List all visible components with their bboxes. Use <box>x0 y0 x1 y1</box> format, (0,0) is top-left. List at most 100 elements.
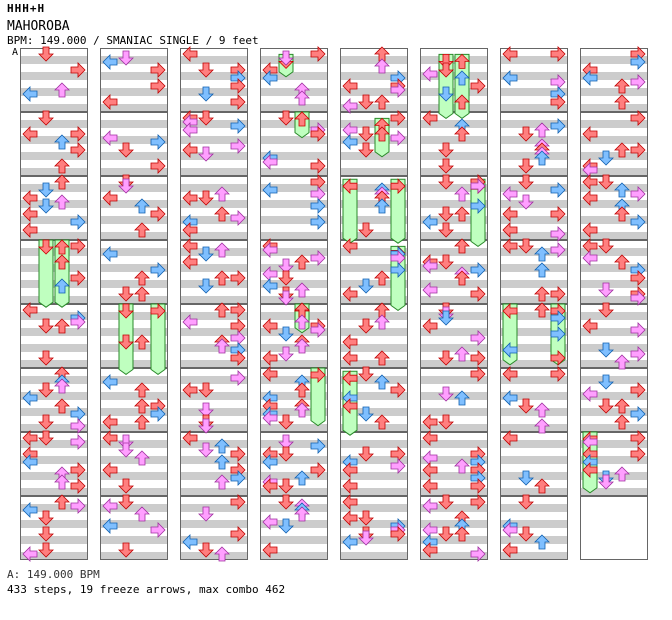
beat-stripe <box>260 504 328 512</box>
beat-stripe <box>180 168 248 176</box>
freeze-head-arrow <box>118 303 134 319</box>
quarter-note-arrow <box>438 62 454 78</box>
quarter-note-arrow <box>230 494 246 510</box>
beat-stripe <box>340 392 408 400</box>
quarter-note-arrow <box>438 174 454 190</box>
beat-stripe <box>20 552 88 560</box>
beat-stripe <box>260 168 328 176</box>
measure-box <box>20 432 88 496</box>
beat-stripe <box>420 264 488 272</box>
beat-stripe <box>340 104 408 112</box>
sixteenth-note-arrow <box>422 282 438 298</box>
sixteenth-note-arrow <box>598 474 614 490</box>
beat-stripe <box>180 328 248 336</box>
quarter-note-arrow <box>614 94 630 110</box>
quarter-note-arrow <box>102 414 118 430</box>
eighth-note-arrow <box>22 454 38 470</box>
beat-stripe <box>580 56 648 64</box>
quarter-note-arrow <box>182 238 198 254</box>
quarter-note-arrow <box>358 126 374 142</box>
beat-stripe <box>420 488 488 496</box>
quarter-note-arrow <box>534 302 550 318</box>
measure-box <box>260 432 328 496</box>
beat-stripe <box>340 232 408 240</box>
beat-stripe <box>340 328 408 336</box>
beat-stripe <box>260 296 328 304</box>
beat-stripe <box>260 392 328 400</box>
measure-box <box>180 496 248 560</box>
eighth-note-arrow <box>262 182 278 198</box>
beat-stripe <box>100 184 168 192</box>
sixteenth-note-arrow <box>614 466 630 482</box>
measure-box <box>20 112 88 176</box>
quarter-note-arrow <box>38 414 54 430</box>
quarter-note-arrow <box>230 78 246 94</box>
beat-stripe <box>500 456 568 464</box>
beat-stripe <box>500 72 568 80</box>
beat-stripe <box>340 152 408 160</box>
beat-stripe <box>420 168 488 176</box>
sixteenth-note-arrow <box>118 434 134 450</box>
beat-stripe <box>260 264 328 272</box>
beat-stripe <box>20 424 88 432</box>
quarter-note-arrow <box>278 446 294 462</box>
quarter-note-arrow <box>150 158 166 174</box>
beat-stripe <box>100 472 168 480</box>
beat-stripe <box>20 232 88 240</box>
beat-stripe <box>100 408 168 416</box>
beat-stripe <box>580 120 648 128</box>
sixteenth-note-arrow <box>630 290 646 306</box>
quarter-note-arrow <box>518 398 534 414</box>
quarter-note-arrow <box>422 462 438 478</box>
measure-box <box>500 48 568 112</box>
eighth-note-arrow <box>38 182 54 198</box>
beat-stripe <box>340 88 408 96</box>
quarter-note-arrow <box>262 478 278 494</box>
eighth-note-arrow <box>438 310 454 326</box>
quarter-note-arrow <box>598 238 614 254</box>
quarter-note-arrow <box>54 174 70 190</box>
quarter-note-arrow <box>614 414 630 430</box>
eighth-note-arrow <box>534 246 550 262</box>
beat-stripe <box>100 296 168 304</box>
beat-stripe <box>100 392 168 400</box>
beat-stripe <box>500 168 568 176</box>
quarter-note-arrow <box>230 446 246 462</box>
sixteenth-note-arrow <box>294 506 310 522</box>
beat-stripe <box>180 392 248 400</box>
beat-stripe <box>260 344 328 352</box>
beat-stripe <box>20 136 88 144</box>
quarter-note-arrow <box>230 302 246 318</box>
eighth-note-arrow <box>502 70 518 86</box>
quarter-note-arrow <box>198 542 214 558</box>
beat-stripe <box>260 72 328 80</box>
beat-stripe <box>340 136 408 144</box>
quarter-note-arrow <box>150 206 166 222</box>
quarter-note-arrow <box>422 478 438 494</box>
quarter-note-arrow <box>70 270 86 286</box>
beat-stripe <box>260 376 328 384</box>
beat-stripe <box>180 552 248 560</box>
beat-stripe <box>580 440 648 448</box>
quarter-note-arrow <box>438 142 454 158</box>
freeze-head-arrow <box>38 239 54 255</box>
sixteenth-note-arrow <box>214 546 230 562</box>
sixteenth-note-arrow <box>582 250 598 266</box>
beat-stripe <box>20 248 88 256</box>
measure-box <box>500 368 568 432</box>
eighth-note-arrow <box>182 534 198 550</box>
quarter-note-arrow <box>294 254 310 270</box>
quarter-note-arrow <box>630 446 646 462</box>
measure-box <box>20 368 88 432</box>
beat-stripe <box>340 360 408 368</box>
quarter-note-arrow <box>502 46 518 62</box>
quarter-note-arrow <box>358 318 374 334</box>
eighth-note-arrow <box>598 374 614 390</box>
beat-stripe <box>500 264 568 272</box>
beat-stripe <box>100 488 168 496</box>
sixteenth-note-arrow <box>390 130 406 146</box>
beat-stripe <box>180 232 248 240</box>
quarter-note-arrow <box>550 94 566 110</box>
quarter-note-arrow <box>374 350 390 366</box>
